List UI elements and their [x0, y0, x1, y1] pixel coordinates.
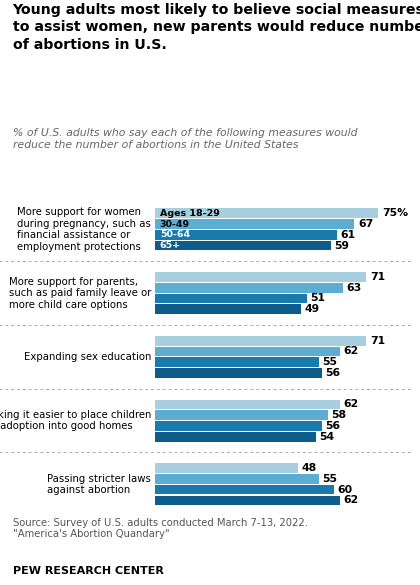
Bar — [155, 400, 340, 409]
Text: 48: 48 — [302, 463, 317, 473]
Text: 62: 62 — [343, 495, 358, 505]
Text: 71: 71 — [370, 272, 385, 282]
Text: 63: 63 — [346, 283, 361, 292]
Text: 58: 58 — [331, 410, 346, 420]
Text: Making it easier to place children
for adoption into good homes: Making it easier to place children for a… — [0, 410, 151, 431]
Bar — [155, 208, 378, 218]
Text: 54: 54 — [319, 432, 334, 442]
Text: 51: 51 — [310, 294, 326, 304]
Bar — [155, 357, 319, 367]
Bar — [155, 283, 343, 292]
Bar — [155, 240, 331, 250]
Text: Ages 18-29: Ages 18-29 — [160, 209, 220, 218]
Text: 56: 56 — [326, 368, 341, 378]
Text: 71: 71 — [370, 336, 385, 346]
Text: Expanding sex education: Expanding sex education — [24, 352, 151, 362]
Text: 65+: 65+ — [160, 241, 181, 250]
Text: Passing stricter laws
against abortion: Passing stricter laws against abortion — [47, 473, 151, 495]
Text: 59: 59 — [334, 240, 349, 250]
Text: 50-64: 50-64 — [160, 230, 190, 239]
Text: More support for women
during pregnancy, such as
financial assistance or
employm: More support for women during pregnancy,… — [17, 207, 151, 252]
Text: Source: Survey of U.S. adults conducted March 7-13, 2022.: Source: Survey of U.S. adults conducted … — [13, 518, 307, 528]
Bar — [155, 230, 336, 240]
Bar — [155, 474, 319, 484]
Bar — [155, 336, 366, 346]
Bar — [155, 495, 340, 505]
Bar — [155, 485, 333, 494]
Bar — [155, 421, 322, 431]
Text: 62: 62 — [343, 400, 358, 409]
Text: PEW RESEARCH CENTER: PEW RESEARCH CENTER — [13, 566, 163, 576]
Bar — [155, 463, 298, 473]
Text: 55: 55 — [323, 357, 337, 367]
Bar — [155, 304, 301, 314]
Text: 55: 55 — [323, 474, 337, 484]
Text: 67: 67 — [358, 219, 373, 229]
Text: 60: 60 — [337, 485, 352, 495]
Text: More support for parents,
such as paid family leave or
more child care options: More support for parents, such as paid f… — [9, 277, 151, 309]
Text: "America's Abortion Quandary": "America's Abortion Quandary" — [13, 529, 169, 539]
Text: 49: 49 — [304, 304, 320, 314]
Text: 62: 62 — [343, 346, 358, 356]
Text: % of U.S. adults who say each of the following measures would
reduce the number : % of U.S. adults who say each of the fol… — [13, 128, 357, 150]
Bar — [155, 272, 366, 282]
Text: 30-49: 30-49 — [160, 219, 190, 229]
Bar — [155, 368, 322, 378]
Text: 56: 56 — [326, 421, 341, 431]
Text: Young adults most likely to believe social measures
to assist women, new parents: Young adults most likely to believe soci… — [13, 3, 420, 51]
Text: 61: 61 — [340, 230, 355, 240]
Bar — [155, 411, 328, 420]
Bar — [155, 219, 354, 229]
Bar — [155, 347, 340, 356]
Bar — [155, 294, 307, 303]
Text: 75%: 75% — [382, 208, 408, 218]
Bar — [155, 432, 316, 442]
